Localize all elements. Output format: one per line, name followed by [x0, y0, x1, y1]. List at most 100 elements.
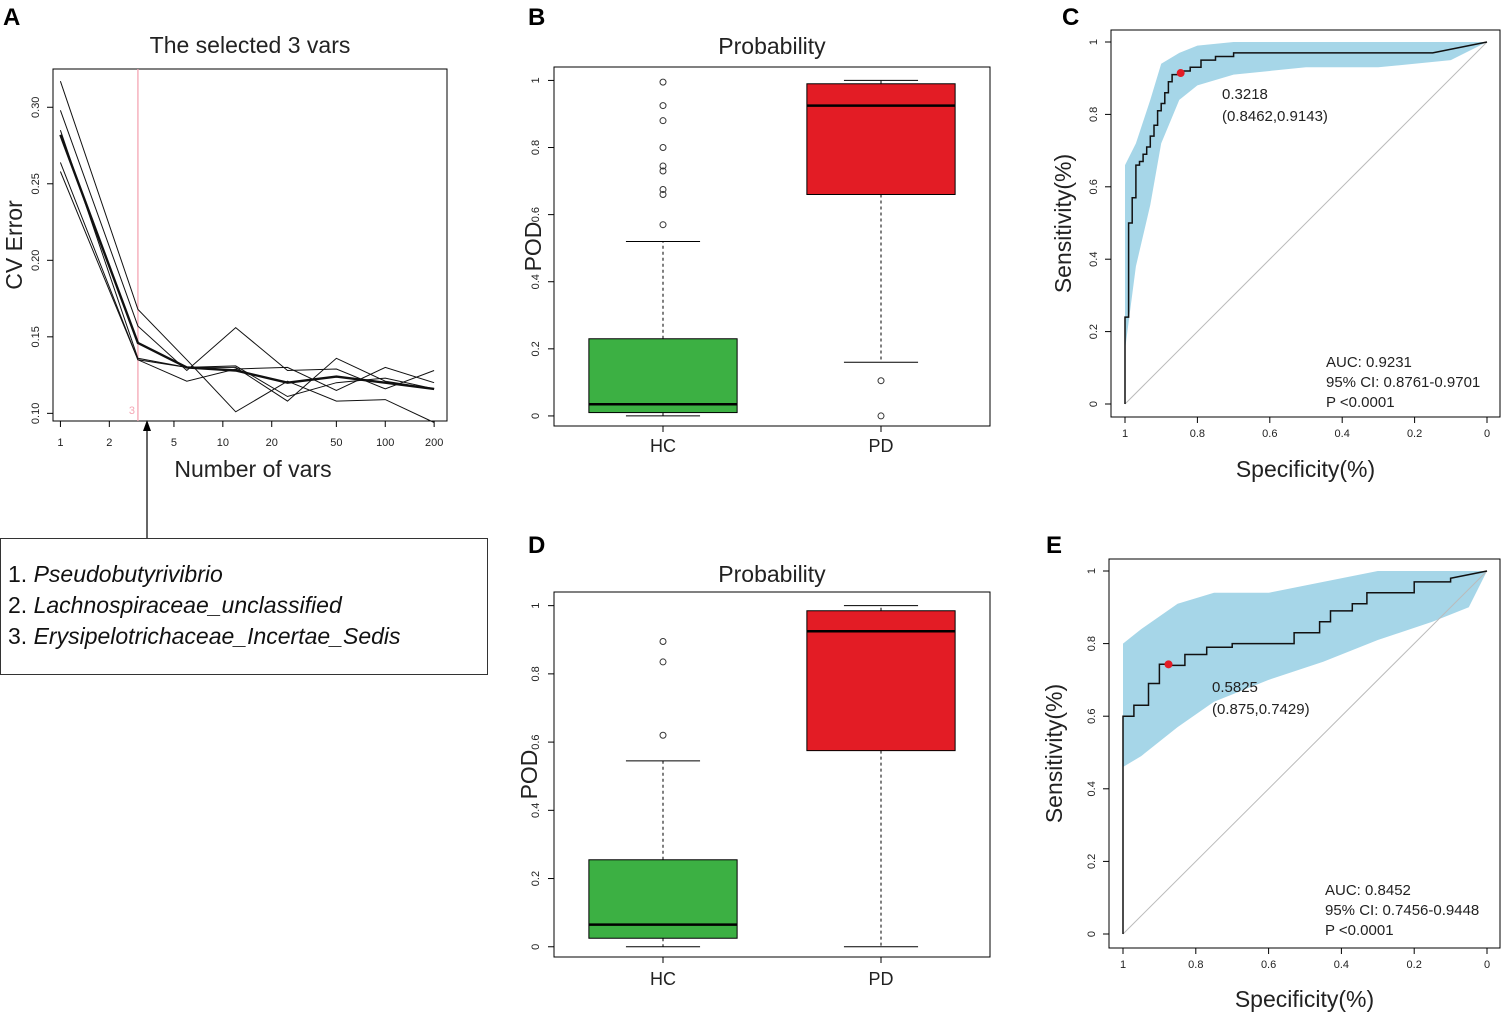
legend-item-name: Lachnospiraceae_unclassified: [33, 592, 342, 618]
best-threshold-point: [1164, 660, 1173, 669]
x-tick-label: 200: [425, 437, 443, 449]
x-tick-label: 0.4: [1334, 959, 1349, 971]
y-tick-label: 0.4: [530, 803, 542, 818]
y-tick-label: 0.10: [30, 403, 42, 424]
y-tick-label: 0: [1086, 931, 1098, 937]
confidence-band: [1123, 571, 1487, 767]
outlier-point: [659, 162, 667, 170]
panel-c-roc-chart: 0.3218 (0.8462,0.9143) 1 0.8 0.6 0.4 0.2 0 0 0.2 0…: [1050, 29, 1501, 482]
y-tick-label: 0: [530, 413, 542, 419]
panel-b-boxplot: Probability POD 0 0.2 0.4 0.6 0.8 1 HC PD: [520, 33, 991, 456]
y-tick-label: 0: [1088, 401, 1100, 407]
category-label-hc: HC: [650, 436, 676, 456]
x-tick-label: 0.8: [1190, 428, 1205, 440]
y-tick-label: 0.30: [30, 97, 42, 118]
y-tick-label: 0.8: [1086, 636, 1098, 651]
x-tick-label: 1: [57, 437, 63, 449]
y-axis-label: POD: [520, 222, 546, 272]
p-value-label: P <0.0001: [1325, 922, 1394, 939]
panel-label-c: C: [1062, 4, 1079, 31]
x-tick-label: 20: [266, 437, 278, 449]
y-tick-label: 0.8: [530, 140, 542, 155]
y-tick-label: 0.20: [30, 250, 42, 271]
x-axis-label: Number of vars: [174, 456, 331, 482]
y-axis-label: Sensitivity(%): [1050, 154, 1076, 293]
plot-frame: [1110, 29, 1501, 418]
y-tick-label: 0.8: [530, 666, 542, 681]
chance-diagonal: [1124, 41, 1488, 405]
category-label-pd: PD: [868, 969, 893, 989]
panel-label-a: A: [3, 4, 20, 31]
panel-label-d: D: [528, 532, 545, 559]
plot-frame: [52, 68, 448, 422]
outlier-point: [659, 637, 667, 645]
selected-variables-legend: 1. Pseudobutyrivibrio 2. Lachnospiraceae…: [0, 538, 488, 675]
legend-item-name: Erysipelotrichaceae_Incertae_Sedis: [33, 623, 401, 649]
outlier-point: [877, 377, 885, 385]
outlier-point: [877, 412, 885, 420]
best-threshold-point: [1176, 69, 1185, 78]
x-tick-label: 0.2: [1407, 428, 1422, 440]
x-tick-label: 2: [106, 437, 112, 449]
category-label-hc: HC: [650, 969, 676, 989]
x-tick-label: 10: [217, 437, 229, 449]
outlier-point: [659, 144, 667, 152]
x-tick-label: 0: [1484, 959, 1490, 971]
x-tick-label: 1: [1122, 428, 1128, 440]
y-tick-label: 0.2: [530, 341, 542, 356]
legend-item-name: Pseudobutyrivibrio: [33, 561, 223, 587]
legend-item: 3. Erysipelotrichaceae_Incertae_Sedis: [8, 623, 401, 649]
ci-label: 95% CI: 0.7456-0.9448: [1325, 902, 1479, 919]
outlier-point: [659, 78, 667, 86]
x-axis-label: Specificity(%): [1235, 986, 1374, 1012]
cv-run-line: [59, 171, 435, 391]
y-tick-label: 0.2: [1088, 324, 1100, 339]
confidence-band: [1125, 42, 1487, 350]
legend-item: 2. Lachnospiraceae_unclassified: [8, 592, 342, 618]
x-tick-label: 0.4: [1335, 428, 1350, 440]
outlier-point: [659, 102, 667, 110]
box-pd: [806, 610, 956, 752]
auc-label: AUC: 0.9231: [1326, 354, 1412, 371]
y-tick-label: 0.4: [530, 274, 542, 289]
threshold-label: 0.5825: [1212, 679, 1258, 696]
x-axis-label: Specificity(%): [1236, 456, 1375, 482]
threshold-coordinates: (0.8462,0.9143): [1222, 108, 1328, 125]
x-tick-label: 0.8: [1188, 959, 1203, 971]
y-tick-label: 0.25: [30, 173, 42, 194]
p-value-label: P <0.0001: [1326, 394, 1395, 411]
plot-frame: [1108, 558, 1501, 949]
y-tick-label: 0.4: [1086, 781, 1098, 796]
y-tick-label: 0.2: [530, 871, 542, 886]
box-pd: [806, 83, 956, 195]
legend-item: 1. Pseudobutyrivibrio: [8, 561, 223, 587]
roc-curve: [1122, 570, 1488, 934]
outlier-point: [659, 185, 667, 193]
threshold-coordinates: (0.875,0.7429): [1212, 701, 1310, 718]
x-tick-label: 100: [376, 437, 394, 449]
outlier-point: [659, 731, 667, 739]
cv-run-line: [59, 81, 435, 423]
plot-frame: [553, 591, 991, 958]
y-tick-label: 0.2: [1086, 854, 1098, 869]
y-tick-label: 0.6: [530, 207, 542, 222]
chart-title: The selected 3 vars: [150, 32, 351, 58]
category-label-pd: PD: [868, 436, 893, 456]
panel-label-e: E: [1046, 532, 1062, 559]
outlier-point: [659, 190, 667, 198]
panel-d-boxplot: Probability POD 0 0.2 0.4 0.6 0.8 1 HC PD: [516, 561, 991, 989]
box-hc: [588, 338, 738, 414]
x-tick-label: 0: [1484, 428, 1490, 440]
y-tick-label: 1: [1088, 39, 1100, 45]
x-tick-label: 5: [171, 437, 177, 449]
threshold-label: 0.3218: [1222, 86, 1268, 103]
auc-label: AUC: 0.8452: [1325, 882, 1411, 899]
selected-vars-label: 3: [129, 405, 135, 417]
y-tick-label: 0: [530, 944, 542, 950]
y-tick-label: 0.4: [1088, 252, 1100, 267]
box-hc: [588, 859, 738, 939]
cv-run-line: [59, 162, 435, 402]
outlier-point: [659, 658, 667, 666]
panel-e-roc-chart: 0.5825 (0.875,0.7429) 1 0.8 0.6 0.4 0.2 0 0 0.2 0.…: [1041, 558, 1501, 1012]
